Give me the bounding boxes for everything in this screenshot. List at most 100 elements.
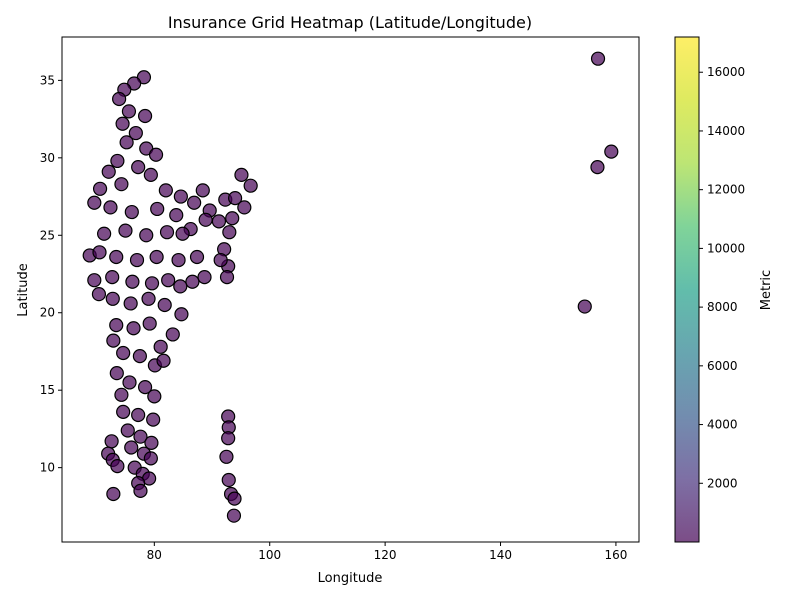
scatter-point bbox=[123, 296, 138, 311]
scatter-point bbox=[142, 316, 157, 331]
colorbar-label: Metric bbox=[759, 270, 774, 310]
scatter-point bbox=[221, 472, 236, 488]
scatter-point bbox=[101, 164, 116, 179]
scatter-point bbox=[106, 333, 121, 348]
scatter-point bbox=[114, 387, 129, 402]
y-tick-label: 35 bbox=[40, 73, 55, 87]
scatter-point bbox=[110, 153, 125, 169]
colorbar-tick-label: 16000 bbox=[707, 65, 745, 79]
scatter-point bbox=[120, 423, 135, 438]
scatter-point bbox=[225, 211, 240, 226]
x-tick-label: 80 bbox=[147, 548, 162, 562]
scatter-point bbox=[125, 274, 140, 289]
scatter-point bbox=[118, 223, 133, 238]
scatter-point bbox=[195, 183, 210, 198]
scatter-point bbox=[141, 291, 156, 306]
scatter-point bbox=[165, 327, 180, 342]
scatter-point bbox=[119, 135, 134, 150]
scatter-point bbox=[158, 183, 173, 198]
colorbar-tick-label: 8000 bbox=[707, 300, 738, 314]
scatter-point bbox=[105, 270, 120, 285]
scatter-point bbox=[144, 276, 160, 291]
colorbar-tick-label: 6000 bbox=[707, 359, 738, 373]
x-axis-label: Longitude bbox=[318, 571, 383, 586]
colorbar-tick-label: 10000 bbox=[707, 241, 745, 255]
colorbar-tick-label: 2000 bbox=[707, 476, 738, 490]
scatter-point bbox=[87, 273, 102, 288]
scatter-point bbox=[109, 249, 124, 265]
scatter-point bbox=[161, 273, 176, 288]
scatter-point bbox=[243, 178, 258, 193]
scatter-point bbox=[131, 407, 146, 423]
x-tick-label: 120 bbox=[374, 548, 397, 562]
scatter-point bbox=[87, 195, 102, 210]
colorbar-tick-label: 14000 bbox=[707, 124, 745, 138]
scatter-point bbox=[137, 108, 153, 124]
scatter-point bbox=[189, 249, 205, 265]
scatter-point bbox=[149, 249, 164, 265]
scatter-point bbox=[104, 434, 119, 449]
scatter-point bbox=[147, 389, 162, 404]
scatter-point bbox=[92, 245, 107, 260]
colorbar-tick-label: 4000 bbox=[707, 418, 738, 432]
scatter-point bbox=[110, 458, 125, 474]
scatter-point bbox=[106, 486, 121, 502]
chart-title: Insurance Grid Heatmap (Latitude/Longitu… bbox=[168, 13, 532, 32]
scatter-point bbox=[143, 451, 158, 466]
scatter-point bbox=[116, 404, 131, 419]
scatter-point bbox=[175, 226, 190, 241]
scatter-point bbox=[150, 201, 165, 217]
scatter-point bbox=[137, 379, 153, 395]
scatter-point bbox=[159, 225, 175, 240]
scatter-point bbox=[227, 491, 242, 506]
scatter-point bbox=[139, 228, 154, 243]
scatter-point bbox=[590, 160, 605, 175]
scatter-point bbox=[222, 225, 237, 240]
y-axis-label: Latitude bbox=[16, 263, 31, 317]
scatter-point bbox=[91, 287, 107, 302]
colorbar-tick-label: 12000 bbox=[707, 183, 745, 197]
scatter-point bbox=[221, 431, 236, 446]
x-axis: 80 100 120 140 160 bbox=[147, 542, 627, 562]
scatter-point bbox=[132, 349, 147, 364]
scatter-point bbox=[109, 366, 124, 381]
scatter-point bbox=[122, 375, 137, 390]
scatter-point bbox=[146, 412, 161, 427]
scatter-point bbox=[156, 353, 171, 368]
scatter-point bbox=[590, 51, 606, 66]
scatter-point bbox=[219, 270, 235, 285]
scatter-point bbox=[213, 252, 228, 268]
scatter-point bbox=[114, 177, 129, 192]
scatter-point bbox=[128, 125, 143, 141]
y-tick-label: 15 bbox=[40, 383, 55, 397]
scatter-point bbox=[173, 279, 188, 294]
scatter-point bbox=[112, 91, 127, 107]
y-tick-label: 20 bbox=[40, 306, 55, 320]
scatter-point bbox=[129, 252, 145, 268]
x-tick-label: 140 bbox=[489, 548, 512, 562]
scatter-point bbox=[109, 318, 124, 333]
scatter-point bbox=[198, 212, 213, 227]
scatter-point bbox=[174, 307, 189, 322]
scatter-point bbox=[228, 191, 243, 206]
scatter-point bbox=[133, 429, 148, 444]
scatter-point bbox=[604, 144, 619, 159]
colorbar-gradient bbox=[675, 37, 699, 542]
scatter-point bbox=[105, 291, 120, 306]
scatter-point bbox=[124, 440, 139, 455]
colorbar-frame bbox=[674, 36, 700, 543]
plot-frame bbox=[61, 36, 640, 543]
scatter-point bbox=[197, 270, 212, 285]
scatter-point bbox=[126, 321, 141, 336]
scatter-point bbox=[577, 299, 592, 314]
scatter-point bbox=[103, 200, 118, 215]
scatter-point bbox=[124, 204, 139, 220]
scatter-point bbox=[116, 345, 131, 361]
scatter-point bbox=[143, 167, 158, 182]
scatter-point bbox=[121, 104, 137, 119]
scatter-point bbox=[219, 449, 234, 464]
scatter-point bbox=[131, 160, 146, 175]
y-tick-label: 10 bbox=[40, 461, 55, 475]
scatter-point bbox=[92, 181, 108, 196]
